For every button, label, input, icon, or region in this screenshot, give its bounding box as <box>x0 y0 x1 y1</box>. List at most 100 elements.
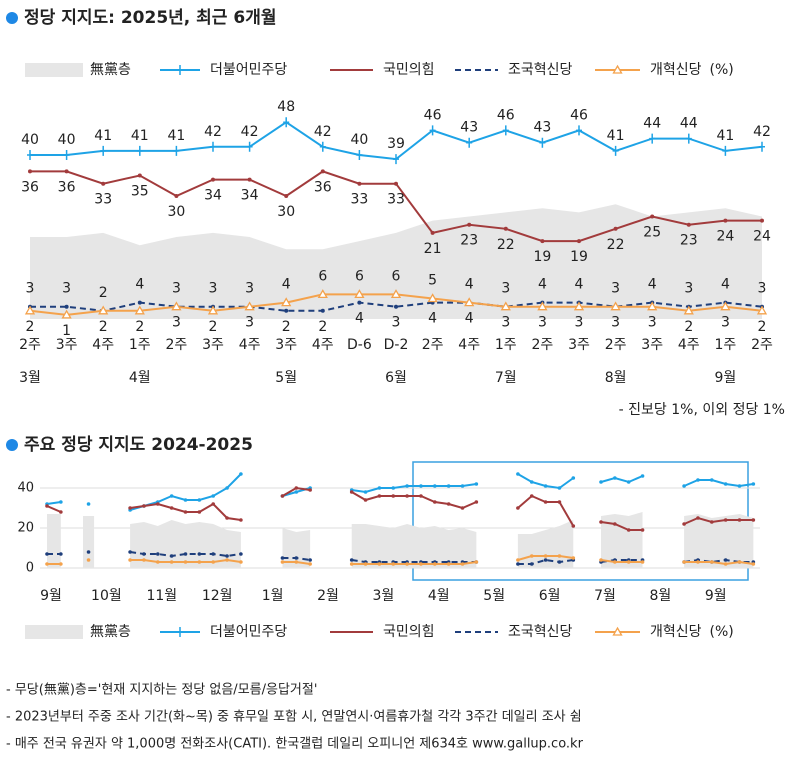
data-label: 46 <box>497 107 515 123</box>
data-label: 42 <box>314 124 332 140</box>
marker <box>543 554 548 558</box>
marker <box>571 476 576 480</box>
data-label: 2 <box>26 319 35 335</box>
marker <box>500 301 511 311</box>
marker <box>45 562 49 566</box>
marker <box>59 510 63 514</box>
marker <box>446 562 451 566</box>
marker <box>349 490 354 494</box>
data-label: 34 <box>204 188 222 204</box>
data-label: 41 <box>607 128 625 144</box>
marker <box>571 524 576 528</box>
marker <box>137 300 142 305</box>
data-label: 2 <box>758 319 767 335</box>
marker <box>682 484 686 488</box>
marker <box>419 562 423 566</box>
data-label: 43 <box>460 120 478 136</box>
marker <box>294 556 299 560</box>
marker <box>577 239 581 244</box>
x-tick-label: 2주 <box>751 337 773 353</box>
marker <box>244 301 255 311</box>
marker <box>464 297 475 307</box>
data-label: 24 <box>753 229 771 245</box>
data-label: 3 <box>575 315 584 331</box>
marker <box>720 301 731 311</box>
month-label: 6월 <box>385 370 407 386</box>
legend-label: 더불어민주당 <box>210 62 287 78</box>
data-label: 33 <box>387 192 405 208</box>
marker <box>433 562 437 566</box>
line <box>30 301 763 312</box>
y-tick-label: 0 <box>26 561 34 576</box>
marker <box>539 137 546 148</box>
marker <box>433 500 437 504</box>
marker <box>356 150 363 160</box>
data-label: 42 <box>241 124 259 140</box>
marker <box>308 562 312 566</box>
title-dot <box>6 439 18 451</box>
data-label: 33 <box>350 192 368 208</box>
legend-label: 개혁신당 <box>650 624 702 640</box>
marker <box>357 300 362 305</box>
marker <box>390 289 402 299</box>
data-label: 2 <box>209 319 218 335</box>
marker <box>626 480 631 484</box>
marker <box>529 494 534 498</box>
marker <box>64 304 69 309</box>
marker <box>503 226 508 231</box>
marker <box>86 502 91 506</box>
marker <box>612 145 619 156</box>
data-label: 36 <box>314 179 332 195</box>
x-tick-label: 1월 <box>262 588 284 604</box>
title-dot <box>6 12 18 24</box>
x-tick-label: 3주 <box>641 337 663 353</box>
legend-label: 국민의힘 <box>383 62 435 78</box>
data-label: 6 <box>355 268 364 284</box>
marker <box>557 486 562 490</box>
marker <box>640 560 645 564</box>
x-tick-label: 1주 <box>495 337 517 353</box>
marker <box>391 486 396 490</box>
marker <box>430 230 435 235</box>
data-label: 30 <box>277 204 295 220</box>
data-label: 4 <box>135 277 144 293</box>
data-label: 33 <box>94 192 112 208</box>
marker <box>391 494 396 498</box>
data-label: 24 <box>716 229 734 245</box>
data-label: 3 <box>172 315 181 331</box>
marker <box>516 506 520 510</box>
marker <box>28 169 32 174</box>
marker <box>429 125 436 136</box>
marker <box>540 239 545 244</box>
data-label: 30 <box>167 204 185 220</box>
marker <box>239 552 243 556</box>
x-tick-label: 7월 <box>594 588 616 604</box>
data-label: 43 <box>533 120 551 136</box>
x-tick-label: 3주 <box>568 337 590 353</box>
data-label: 4 <box>538 277 547 293</box>
marker <box>474 560 479 564</box>
marker <box>686 222 691 227</box>
marker <box>723 482 728 486</box>
marker <box>626 560 631 564</box>
marker <box>357 181 362 186</box>
y-tick-label: 40 <box>17 481 34 496</box>
marker <box>759 141 765 152</box>
month-label: 3월 <box>19 370 41 386</box>
data-label: 35 <box>131 184 149 200</box>
data-label: 40 <box>350 132 368 148</box>
x-tick-label: 4주 <box>312 337 334 353</box>
marker <box>354 289 365 299</box>
data-label: 4 <box>428 311 437 327</box>
marker <box>405 562 409 566</box>
legend-unit: (%) <box>710 62 734 78</box>
x-tick-label: 9월 <box>40 588 62 604</box>
marker <box>128 558 132 562</box>
data-label: 4 <box>355 311 364 327</box>
marker <box>557 554 562 558</box>
marker <box>419 494 423 498</box>
marker <box>474 482 479 486</box>
marker <box>183 498 188 502</box>
marker <box>529 554 534 558</box>
